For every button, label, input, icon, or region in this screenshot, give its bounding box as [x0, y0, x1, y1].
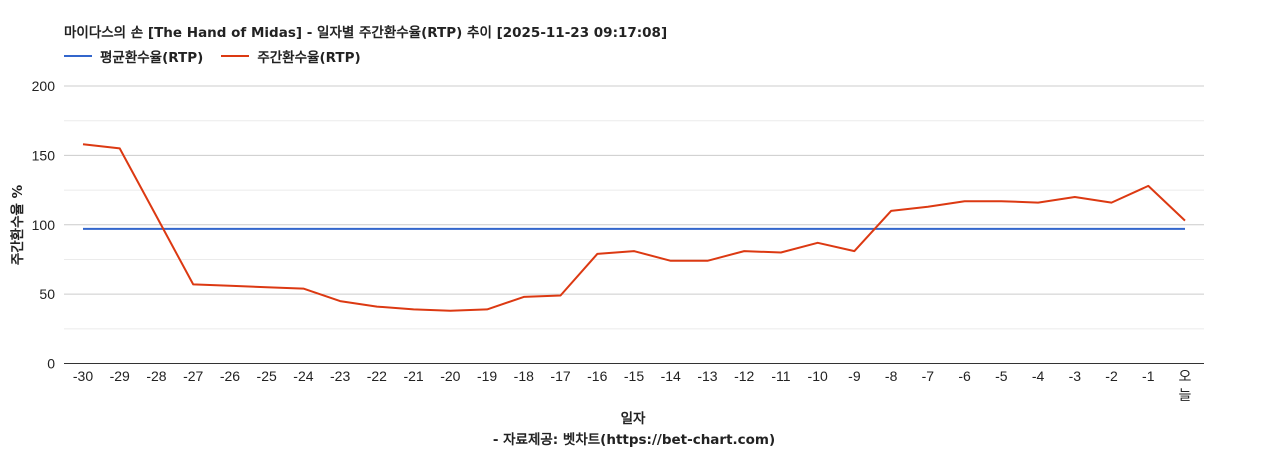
- x-tick-label: -11: [771, 368, 790, 384]
- x-tick-label: -12: [734, 368, 754, 384]
- x-tick-label: 오: [1179, 368, 1192, 384]
- x-tick-label: -4: [1032, 368, 1045, 384]
- x-tick-label: 늘: [1179, 387, 1192, 403]
- x-tick-label: -27: [183, 368, 203, 384]
- x-tick-label: -13: [697, 368, 717, 384]
- x-tick-label: -14: [661, 368, 681, 384]
- x-tick-label: -21: [403, 368, 423, 384]
- x-tick-label: -29: [110, 368, 130, 384]
- legend-swatch-red-icon: [221, 55, 250, 57]
- x-tick-label: -19: [477, 368, 497, 384]
- y-axis-label: 주간환수율 %: [10, 184, 26, 266]
- gridlines: [64, 85, 1204, 330]
- x-tick-label: -8: [885, 368, 898, 384]
- weekly-rtp-line[interactable]: [82, 143, 1186, 312]
- x-tick-label: -1: [1142, 368, 1155, 384]
- legend-item-weekly-rtp[interactable]: 주간환수율(RTP): [221, 46, 361, 66]
- x-tick-label: -9: [848, 368, 861, 384]
- x-axis-label-text: 일자: [620, 411, 646, 427]
- x-tick-label: -3: [1069, 368, 1082, 384]
- data-source-credit: - 자료제공: 벳차트(https://bet-chart.com): [0, 428, 1268, 448]
- x-tick-label: -26: [220, 368, 240, 384]
- y-tick-label: 150: [32, 147, 56, 163]
- legend-label: 주간환수율(RTP): [257, 50, 361, 66]
- x-tick-label: -15: [624, 368, 644, 384]
- legend-item-average-rtp[interactable]: 평균환수율(RTP): [64, 46, 203, 66]
- x-tick-label: -23: [330, 368, 350, 384]
- x-tick-label: -28: [146, 368, 166, 384]
- x-tick-label: -17: [550, 368, 570, 384]
- x-tick-label: -5: [995, 368, 1008, 384]
- x-tick-label: -24: [293, 368, 313, 384]
- x-tick-label: -7: [922, 368, 935, 384]
- x-axis-label: 일자: [0, 407, 1268, 427]
- x-tick-label: -16: [587, 368, 607, 384]
- x-tick-label: -10: [808, 368, 828, 384]
- y-axis-ticks: 0 50 100 150 200: [32, 78, 56, 372]
- x-tick-label: -22: [367, 368, 387, 384]
- y-tick-label: 100: [32, 217, 56, 233]
- credit-text[interactable]: - 자료제공: 벳차트(https://bet-chart.com): [492, 432, 776, 448]
- x-axis-ticks: -30 -29 -28 -27 -26 -25 -24 -23 -22 -21 -20 -19 -18-…: [73, 368, 1192, 403]
- x-tick-label: -25: [257, 368, 277, 384]
- chart-title: 마이다스의 손 [The Hand of Midas] - 일자별 주간환수율(…: [64, 25, 668, 41]
- legend-label: 평균환수율(RTP): [100, 50, 204, 66]
- data-series: [82, 143, 1186, 312]
- y-tick-label: 200: [32, 78, 56, 94]
- y-tick-label: 50: [39, 286, 55, 302]
- y-tick-label: 0: [47, 356, 55, 372]
- x-tick-label: -6: [958, 368, 971, 384]
- legend-swatch-blue-icon: [64, 55, 92, 57]
- x-tick-label: -20: [440, 368, 460, 384]
- x-tick-label: -30: [73, 368, 93, 384]
- x-tick-label: -18: [514, 368, 534, 384]
- x-tick-label: -2: [1105, 368, 1118, 384]
- legend: 평균환수율(RTP) 주간환수율(RTP): [64, 46, 379, 66]
